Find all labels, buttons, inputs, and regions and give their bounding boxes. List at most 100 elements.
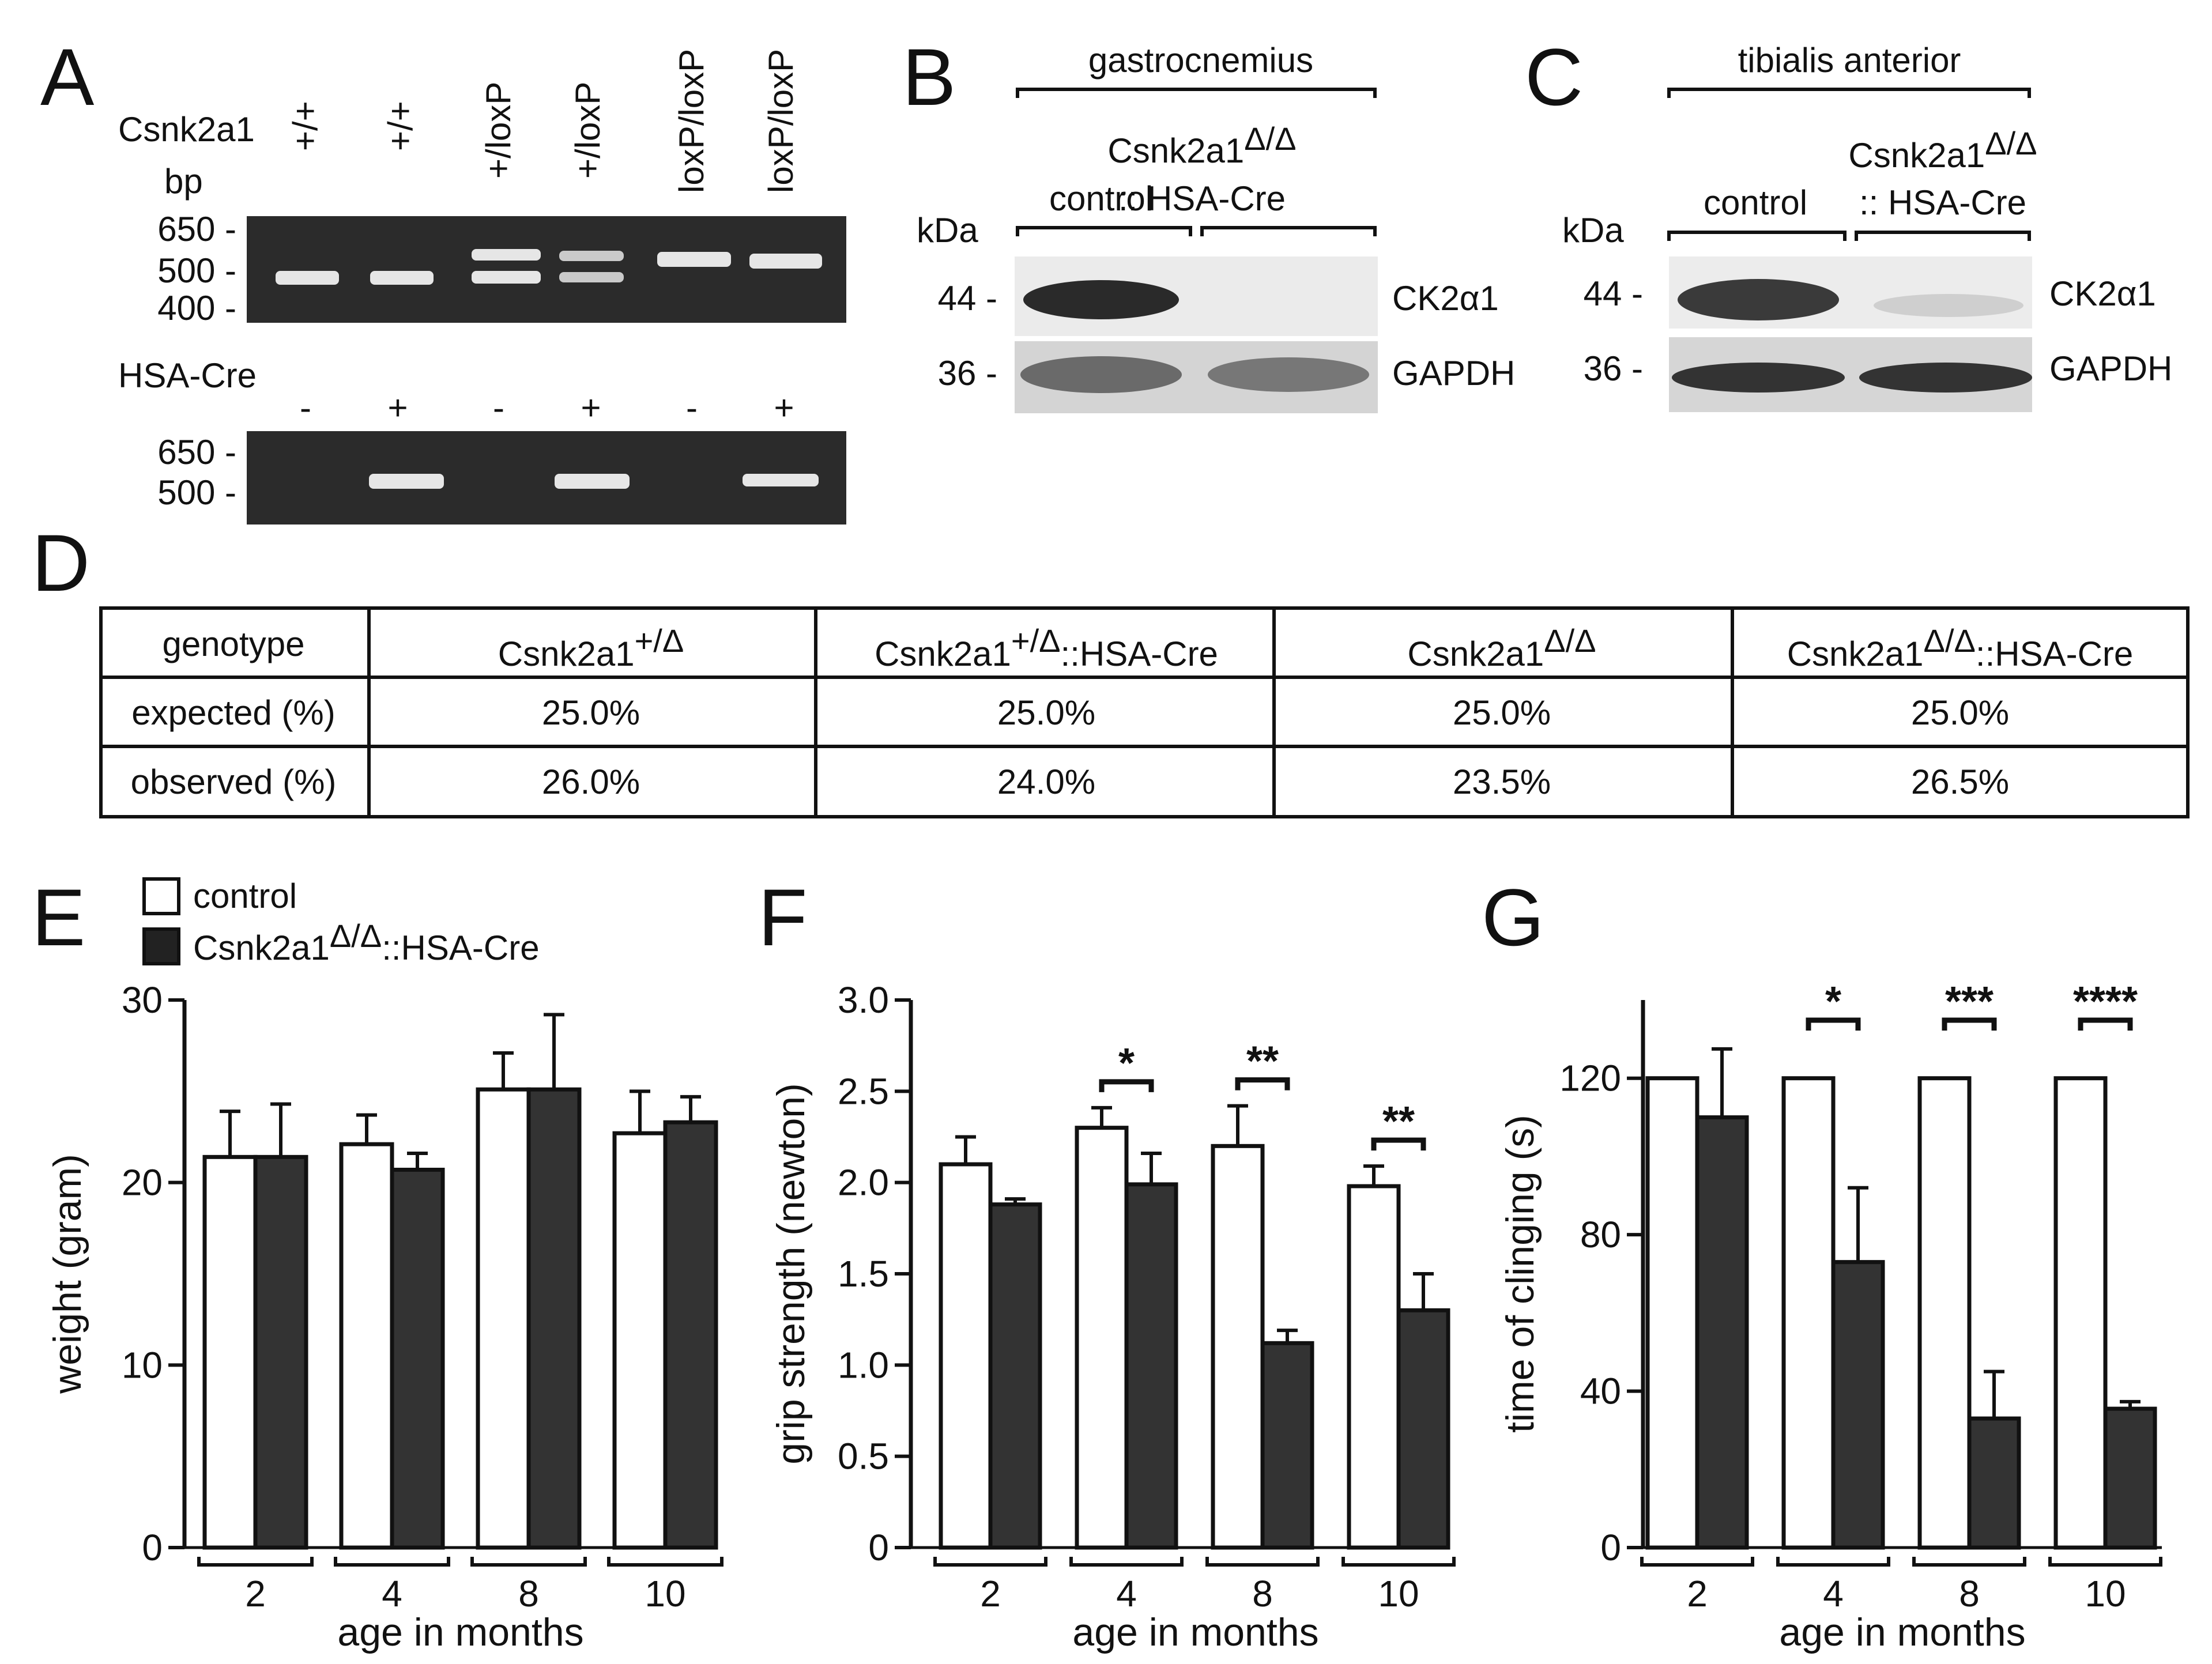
bar-control xyxy=(939,1162,993,1550)
table-cell: 25.0% xyxy=(1911,693,2009,732)
bar-mutant xyxy=(253,1154,308,1550)
tissue-bracket xyxy=(1016,88,1377,98)
table-border xyxy=(99,606,2190,818)
blot-band xyxy=(1023,280,1179,319)
mutant-group-label: Csnk2a1Δ/Δ xyxy=(1848,125,2037,175)
y-axis-title: weight (gram) xyxy=(46,1154,89,1394)
lane-label: +/+ xyxy=(381,101,420,151)
tissue-label: tibialis anterior xyxy=(1738,41,1961,80)
panel-e: E 0 10 20 30 weight (gram) 2 4 8 10 age in months xyxy=(32,872,723,1654)
mutant-group-line2: :: HSA-Cre xyxy=(1118,179,1286,218)
control-bracket xyxy=(1016,226,1192,236)
x-tick-label: 4 xyxy=(1823,1573,1844,1614)
category-bracket xyxy=(197,1557,314,1567)
significance-stars: ** xyxy=(1246,1039,1279,1085)
bar-mutant xyxy=(526,1087,582,1550)
panel-a: A Csnk2a1 bp +/+ +/+ +/loxP +/loxP loxP/… xyxy=(40,32,846,525)
cre-lane-labels: - + - + - + xyxy=(300,388,794,427)
category-bracket xyxy=(1640,1557,1754,1567)
cre-lane-label: - xyxy=(493,388,504,427)
significance-stars: * xyxy=(1825,979,1841,1025)
clinging-time-chart: 0 40 80 120 time of clinging (s) 2 4 * 8 *** 10 ***… xyxy=(1498,979,2162,1654)
x-tick-label: 2 xyxy=(245,1573,266,1614)
table-header: genotype Csnk2a1+/Δ Csnk2a1+/Δ::HSA-Cre … xyxy=(163,622,2134,673)
bar-control xyxy=(612,1131,668,1550)
gel-band xyxy=(657,252,731,267)
category-bracket xyxy=(933,1557,1047,1567)
panel-d: D genotype Csnk2a1+/Δ Csnk2a1+/Δ::HSA-Cr… xyxy=(32,518,2190,818)
weight-chart: 0 10 20 30 weight (gram) 2 4 8 10 age in months xyxy=(46,979,723,1654)
bar-mutant xyxy=(1695,1115,1749,1550)
bar-mutant xyxy=(1124,1182,1178,1550)
marker-label: 400 - xyxy=(157,289,236,327)
panel-c-letter: C xyxy=(1525,32,1583,122)
marker-label: 650 - xyxy=(157,433,236,471)
category-bracket xyxy=(1205,1557,1320,1567)
y-tick-label: 80 xyxy=(1580,1214,1621,1255)
y-tick-label: 2.5 xyxy=(838,1070,889,1112)
table-header-cell: Csnk2a1Δ/Δ::HSA-Cre xyxy=(1787,622,2134,673)
table-header-cell: Csnk2a1+/Δ xyxy=(498,622,684,673)
lane-label: loxP/loxP xyxy=(762,49,800,193)
legend-swatch-mutant xyxy=(142,927,180,965)
mw-label: 44 - xyxy=(1584,274,1643,313)
table-header-cell: Csnk2a1+/Δ::HSA-Cre xyxy=(875,622,1218,673)
panel-b-letter: B xyxy=(902,32,956,122)
kda-label: kDa xyxy=(1562,211,1624,250)
lane-label: +/+ xyxy=(286,101,325,151)
table-header-cell: genotype xyxy=(163,625,305,663)
mw-label: 36 - xyxy=(938,354,997,393)
y-tick-label: 0.5 xyxy=(838,1436,889,1477)
panel-f: F 0 0.5 1.0 1.5 2.0 2.5 3.0 grip strength (newt… xyxy=(758,872,1456,1654)
bar-mutant xyxy=(390,1168,445,1550)
tissue-bracket xyxy=(1667,88,2031,98)
panel-f-letter: F xyxy=(758,872,808,963)
legend-swatch-control xyxy=(142,877,180,915)
mw-label: 36 - xyxy=(1584,349,1643,388)
category-bracket xyxy=(1912,1557,2026,1567)
blot-band xyxy=(1020,356,1182,393)
category-bracket xyxy=(1341,1557,1456,1567)
bar-control xyxy=(1781,1076,1836,1550)
gel-band xyxy=(559,251,624,261)
cre-lane-label: + xyxy=(581,388,601,427)
gel-band xyxy=(743,474,819,486)
protein-label: GAPDH xyxy=(2049,349,2172,388)
table-cell: 26.0% xyxy=(542,763,640,801)
y-tick-label: 1.0 xyxy=(838,1344,889,1386)
significance-bracket xyxy=(1235,1077,1290,1091)
table-row-expected: expected (%) 25.0% 25.0% 25.0% 25.0% xyxy=(131,693,2009,732)
marker-label: 500 - xyxy=(157,473,236,512)
significance-bracket xyxy=(1371,1137,1426,1151)
gel-top-bands xyxy=(276,249,822,285)
panel-d-letter: D xyxy=(32,518,90,608)
panel-g-letter: G xyxy=(1482,872,1544,963)
y-tick-label: 3.0 xyxy=(838,979,889,1021)
blot-band xyxy=(1678,279,1839,320)
x-tick-label: 4 xyxy=(1116,1573,1137,1614)
mw-label: 44 - xyxy=(938,279,997,318)
tissue-label: gastrocnemius xyxy=(1088,41,1313,80)
panel-e-letter: E xyxy=(32,872,85,963)
gel-top xyxy=(247,216,846,323)
significance-stars: ** xyxy=(1382,1099,1415,1145)
marker-labels-top: 650 - 500 - 400 - xyxy=(157,210,236,327)
significance-bracket xyxy=(1942,1017,1997,1031)
table-row-observed: observed (%) 26.0% 24.0% 23.5% 26.5% xyxy=(131,763,2009,801)
gel-band xyxy=(749,254,822,269)
y-tick-label: 120 xyxy=(1559,1058,1621,1099)
y-tick-label: 30 xyxy=(122,979,163,1021)
cre-lane-label: - xyxy=(686,388,698,427)
bar-control xyxy=(1075,1126,1129,1550)
cre-lane-label: + xyxy=(774,388,794,427)
x-axis-title: age in months xyxy=(1779,1610,2025,1654)
y-axis-title: grip strength (newton) xyxy=(769,1083,813,1464)
table-cell: 25.0% xyxy=(542,693,640,732)
panel-b: B gastrocnemius Csnk2a1Δ/Δ :: HSA-Cre co… xyxy=(902,32,1515,413)
kda-label: kDa xyxy=(917,211,978,250)
blot-band xyxy=(1874,294,2023,317)
table-header-cell: Csnk2a1Δ/Δ xyxy=(1407,622,1596,673)
gel-band xyxy=(555,474,630,489)
legend-label-mutant: Csnk2a1Δ/Δ::HSA-Cre xyxy=(193,918,540,967)
